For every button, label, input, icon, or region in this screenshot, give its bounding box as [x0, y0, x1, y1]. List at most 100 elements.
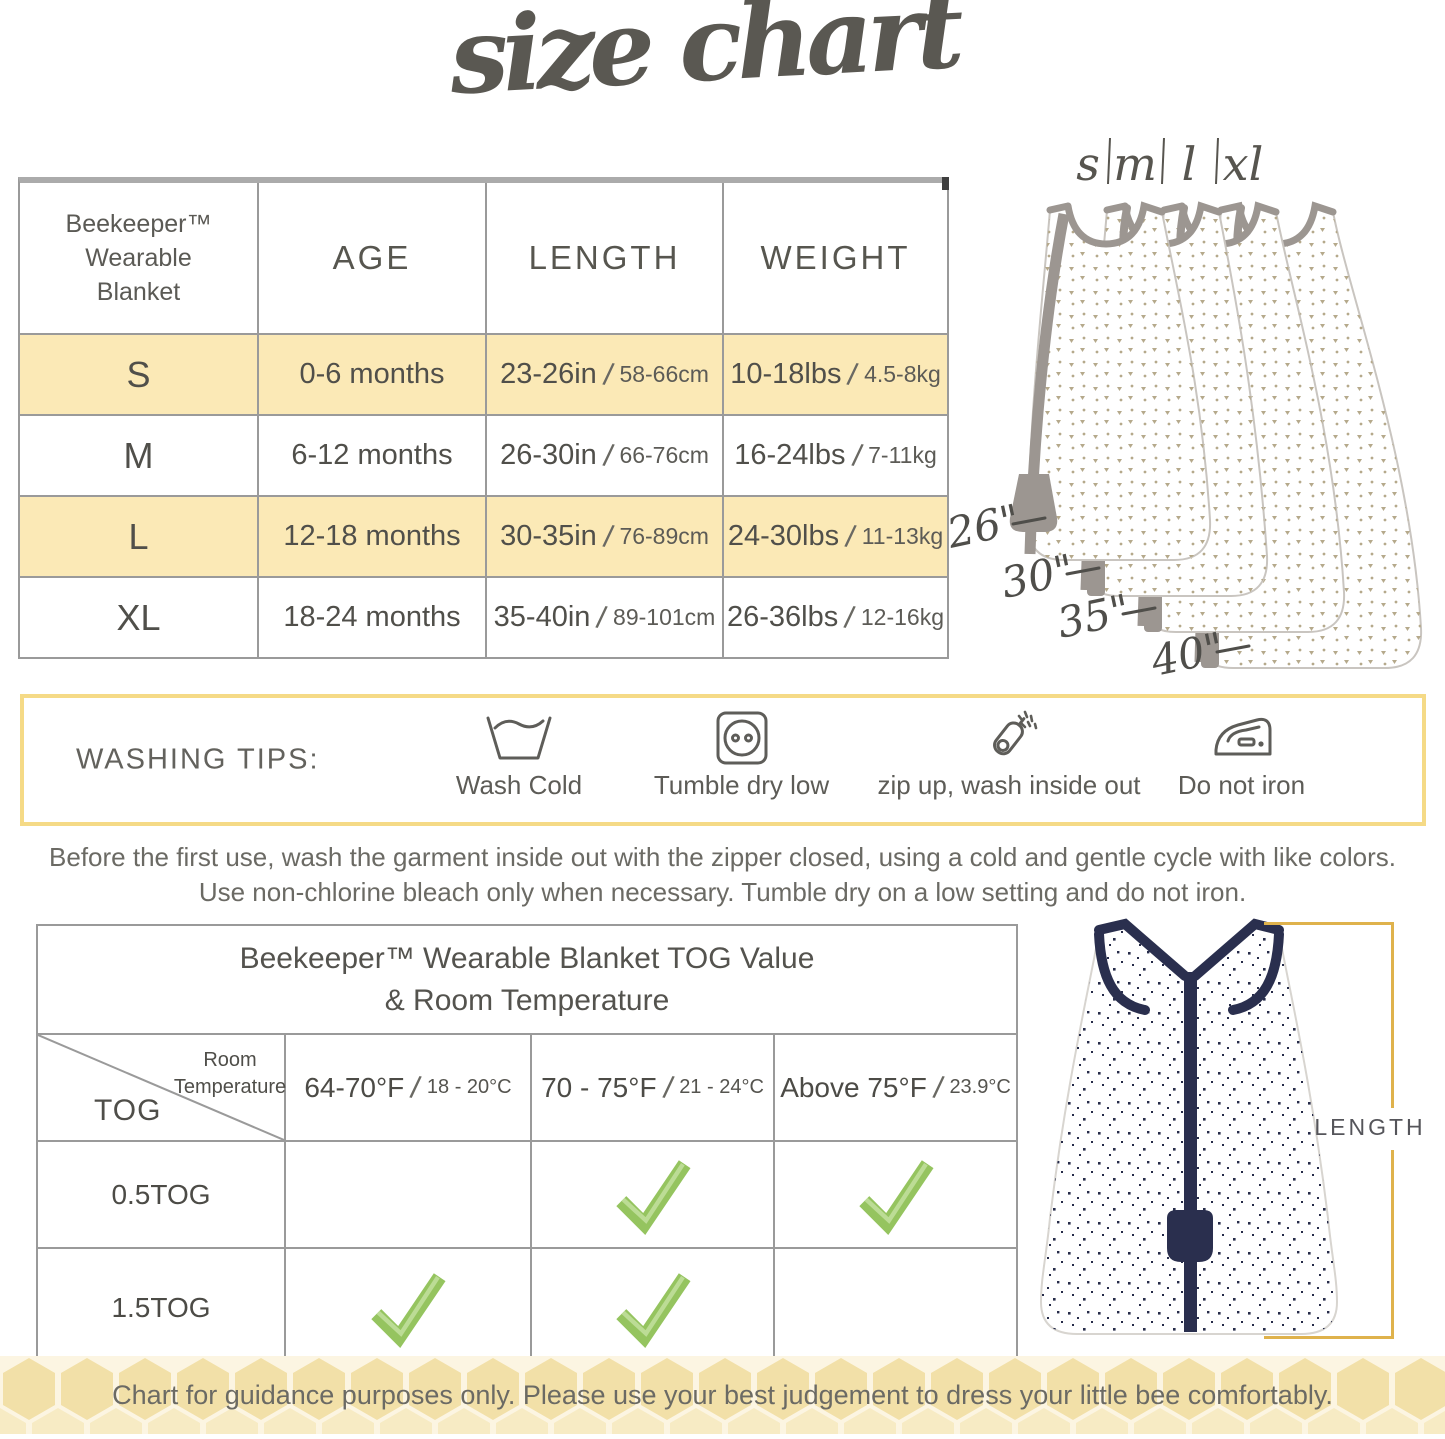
- honeycomb-pattern: [0, 1356, 1445, 1434]
- sleep-sack-s: [1009, 201, 1212, 561]
- marker-dashes: [1011, 516, 1251, 654]
- length-in: 35-40in: [493, 601, 591, 633]
- length-bracket-line: [1391, 922, 1394, 1108]
- tip-tumble-dry: Tumble dry low: [624, 708, 859, 801]
- tip-zip-up: zip up, wash inside out: [859, 708, 1159, 801]
- size-table-product-header: Beekeeper™ Wearable Blanket: [65, 210, 212, 306]
- tog-row-label: 1.5TOG: [38, 1247, 284, 1367]
- size-label-l: l: [1182, 137, 1197, 191]
- tog-check-cell: [773, 1140, 1016, 1247]
- tog-data-row: 0.5TOG: [38, 1140, 1016, 1247]
- weight-kg: 4.5-8kg: [864, 361, 941, 387]
- separator: /: [660, 1069, 676, 1105]
- marker-40: 40": [1146, 623, 1228, 686]
- length-in: 23-26in: [500, 358, 597, 390]
- length-in: 26-30in: [500, 439, 597, 471]
- washing-note-line2: Use non-chlorine bleach only when necess…: [198, 877, 1247, 907]
- tog-check-cell: [773, 1247, 1016, 1367]
- page-title: size chart: [446, 0, 961, 119]
- separator: /: [600, 518, 616, 554]
- size-table-age-header: AGE: [257, 183, 485, 333]
- length-cell: 35-40in/89-101cm: [485, 576, 722, 657]
- weight-kg: 11-13kg: [861, 523, 944, 549]
- length-bracket-bottom: [1264, 1336, 1394, 1339]
- diagonal-divider: [38, 1035, 284, 1140]
- wash-cold-icon: [486, 716, 552, 760]
- size-table-length-header: LENGTH: [485, 183, 722, 333]
- washing-note: Before the first use, wash the garment i…: [0, 840, 1445, 910]
- temp-column-header: 64-70°F/18 - 20°C: [284, 1035, 530, 1140]
- length-cm: 89-101cm: [613, 604, 716, 630]
- corner-room-temperature-label: Room Temperature: [173, 1049, 287, 1098]
- tog-check-cell: [530, 1247, 773, 1367]
- navy-trim: [1094, 918, 1284, 1015]
- tog-table-title: Beekeeper™ Wearable Blanket TOG Value & …: [38, 926, 1016, 1035]
- temp-c: 21 - 24°C: [679, 1076, 764, 1098]
- zipper-strip: [1184, 972, 1197, 1332]
- weight-kg: 7-11kg: [868, 442, 937, 468]
- length-bracket-line: [1391, 1150, 1394, 1338]
- marker-26: 26": [945, 495, 1024, 558]
- tog-row-label: 0.5TOG: [38, 1140, 284, 1247]
- temp-f: 70 - 75°F: [541, 1071, 657, 1103]
- tip-do-not-iron: Do not iron: [1129, 708, 1354, 801]
- separator: /: [408, 1069, 423, 1105]
- weight-cell: 26-36lbs/12-16kg: [722, 576, 947, 657]
- separator: /: [845, 356, 861, 392]
- footer-text: Chart for guidance purposes only. Please…: [112, 1379, 1333, 1410]
- tog-header-row: Room Temperature TOG 64-70°F/18 - 20°C 7…: [38, 1035, 1016, 1140]
- length-cm: 76-89cm: [619, 523, 709, 549]
- separator: /: [594, 599, 610, 635]
- size-table: Beekeeper™ Wearable Blanket AGE LENGTH W…: [18, 177, 949, 659]
- check-icon: [615, 1273, 691, 1349]
- separator: /: [600, 356, 616, 392]
- length-cell: 30-35in/76-89cm: [485, 495, 722, 576]
- tog-title-line1: Beekeeper™ Wearable Blanket TOG Value: [239, 941, 815, 975]
- temp-f: Above 75°F: [780, 1071, 927, 1103]
- length-cell: 23-26in/58-66cm: [485, 333, 722, 414]
- tog-check-cell: [530, 1140, 773, 1247]
- separator: /: [843, 518, 858, 554]
- temp-column-header: Above 75°F/23.9°C: [773, 1035, 1016, 1140]
- tog-data-row: 1.5TOG: [38, 1247, 1016, 1367]
- zipper-icon: [993, 710, 1038, 756]
- footer-bar: Chart for guidance purposes only. Please…: [0, 1356, 1445, 1434]
- separator: /: [842, 599, 857, 635]
- size-label-xl: xl: [1223, 137, 1264, 191]
- washing-tips-heading: WASHING TIPS:: [76, 743, 320, 776]
- weight-kg: 12-16kg: [860, 604, 944, 630]
- tog-title-line2: & Room Temperature: [384, 983, 670, 1017]
- tog-corner-cell: Room Temperature TOG: [38, 1035, 286, 1140]
- length-annotation: LENGTH: [1314, 1114, 1426, 1140]
- corner-tog-label: TOG: [94, 1094, 162, 1127]
- length-in: 30-35in: [500, 520, 597, 552]
- washing-tips-box: WASHING TIPS: Wash Cold Tumble dry low: [20, 694, 1426, 826]
- tip-label: Tumble dry low: [653, 770, 830, 800]
- size-label-m: m: [1113, 137, 1157, 191]
- size-cell: S: [20, 333, 257, 414]
- weight-lbs: 24-30lbs: [727, 520, 840, 552]
- tog-check-cell: [284, 1247, 530, 1367]
- do-not-iron-icon: [1214, 717, 1271, 756]
- tog-check-cell: [284, 1140, 530, 1247]
- weight-cell: 24-30lbs/11-13kg: [722, 495, 947, 576]
- size-cell: L: [20, 495, 257, 576]
- zipper-tab: [1167, 1210, 1213, 1262]
- tip-label: zip up, wash inside out: [877, 770, 1141, 800]
- washing-note-line1: Before the first use, wash the garment i…: [49, 842, 1396, 872]
- age-cell: 0-6 months: [257, 333, 485, 414]
- check-icon: [615, 1159, 691, 1235]
- size-table-weight-header: WEIGHT: [722, 183, 947, 333]
- age-cell: 12-18 months: [257, 495, 485, 576]
- check-icon: [858, 1159, 934, 1235]
- temp-f: 64-70°F: [304, 1071, 405, 1103]
- age-cell: 18-24 months: [257, 576, 485, 657]
- tip-label: Do not iron: [1177, 770, 1306, 800]
- temp-column-header: 70 - 75°F/21 - 24°C: [530, 1035, 773, 1140]
- length-bracket-top: [1264, 922, 1394, 925]
- size-label-dividers: [1107, 137, 1219, 185]
- size-label-s: s: [1076, 137, 1100, 191]
- tip-label: Wash Cold: [455, 770, 583, 800]
- length-cm: 66-76cm: [619, 442, 709, 468]
